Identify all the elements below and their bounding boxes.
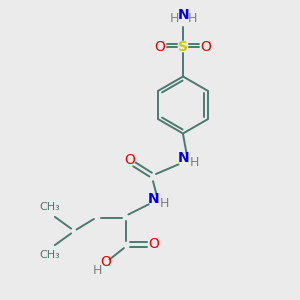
Text: H: H [93, 264, 102, 278]
Text: CH₃: CH₃ [40, 250, 61, 260]
Text: S: S [178, 40, 188, 53]
Text: H: H [188, 11, 197, 25]
Text: H: H [190, 156, 199, 169]
Text: N: N [178, 151, 190, 165]
Text: O: O [100, 255, 111, 269]
Text: O: O [148, 238, 159, 251]
Text: N: N [148, 192, 160, 206]
Text: H: H [170, 11, 179, 25]
Text: H: H [160, 196, 169, 210]
Text: O: O [124, 153, 135, 166]
Text: O: O [154, 40, 165, 53]
Text: CH₃: CH₃ [40, 202, 61, 212]
Text: N: N [178, 8, 189, 22]
Text: O: O [201, 40, 212, 53]
